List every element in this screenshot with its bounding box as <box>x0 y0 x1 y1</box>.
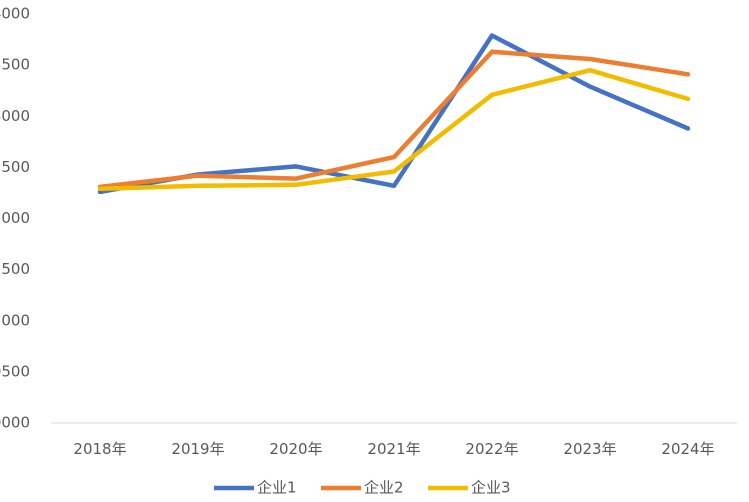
legend-label-3: 企业3 <box>471 479 511 497</box>
y-tick-label: 2000 <box>0 209 30 227</box>
legend: 企业1 企业2 企业3 <box>214 479 511 497</box>
x-tick-label: 2021年 <box>367 440 420 458</box>
y-tick-label: 1500 <box>0 260 30 278</box>
x-tick-label: 2024年 <box>661 440 714 458</box>
x-tick-label: 2020年 <box>269 440 322 458</box>
x-tick-label: 2019年 <box>171 440 224 458</box>
series-line-2 <box>97 49 691 190</box>
legend-label-1: 企业1 <box>257 479 297 497</box>
x-axis-ticks: 2018年 2019年 2020年 2021年 2022年 2023年 2024年 <box>73 440 714 458</box>
y-tick-label: 1000 <box>0 311 30 329</box>
series-lines <box>97 33 691 195</box>
y-tick-label: 3000 <box>0 107 30 125</box>
y-tick-label: 4000 <box>0 5 30 23</box>
series-line-3 <box>97 67 691 192</box>
x-tick-label: 2018年 <box>73 440 126 458</box>
y-tick-label: 3500 <box>0 56 30 74</box>
y-tick-label: 2500 <box>0 158 30 176</box>
x-tick-label: 2022年 <box>465 440 518 458</box>
x-tick-label: 2023年 <box>563 440 616 458</box>
legend-label-2: 企业2 <box>364 479 404 497</box>
